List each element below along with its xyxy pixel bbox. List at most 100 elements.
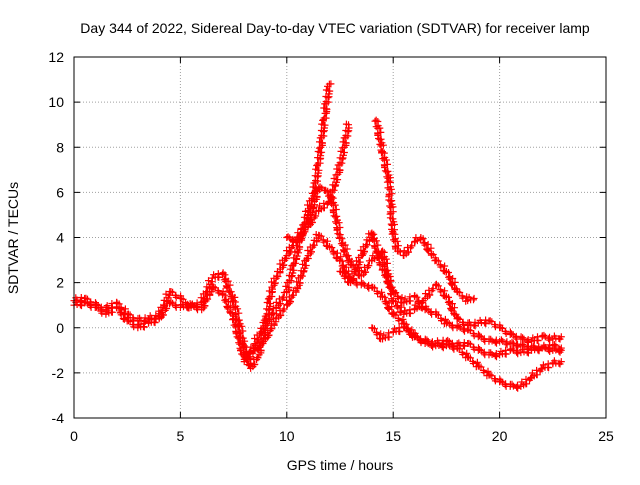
data-marker-run	[465, 318, 479, 330]
data-series-track-c	[240, 80, 335, 366]
data-series-track-e	[371, 116, 478, 305]
data-marker-run	[422, 280, 440, 301]
data-marker-run	[442, 293, 462, 322]
data-point	[557, 358, 565, 366]
data-point	[379, 247, 387, 255]
data-point	[557, 333, 565, 341]
data-marker-run	[316, 183, 328, 194]
y-tick-label: 4	[56, 230, 64, 246]
data-series-track-f	[336, 229, 565, 354]
data-marker-run	[476, 316, 490, 328]
data-marker-run	[283, 285, 302, 307]
data-point	[345, 121, 353, 129]
chart-title: Day 344 of 2022, Sidereal Day-to-day VTE…	[80, 20, 590, 36]
data-marker-run	[529, 343, 543, 355]
data-marker-run	[400, 237, 419, 258]
data-layer	[70, 80, 565, 392]
data-marker-run	[540, 343, 554, 355]
data-marker-run	[508, 380, 522, 392]
data-series-track-d	[283, 120, 353, 246]
data-marker-run	[540, 331, 554, 344]
y-tick-label: -4	[52, 410, 65, 426]
y-tick-label: 8	[56, 139, 64, 155]
data-marker-run	[218, 271, 239, 302]
data-marker-run	[487, 335, 500, 347]
data-marker-run	[346, 251, 366, 285]
data-marker-run	[519, 334, 532, 346]
data-marker-run	[487, 349, 500, 361]
data-marker-run	[72, 298, 85, 310]
data-marker-run	[367, 230, 387, 274]
y-tick-label: 10	[48, 94, 64, 110]
data-marker-run	[247, 354, 262, 371]
data-point	[389, 229, 397, 237]
data-marker-run	[455, 322, 468, 335]
data-marker-run	[268, 268, 284, 289]
data-marker-run	[378, 293, 397, 318]
data-marker-run	[508, 345, 522, 358]
data-marker-run	[508, 338, 522, 351]
data-marker-run	[273, 301, 291, 321]
data-series-track-b	[70, 231, 565, 392]
data-marker-run	[178, 300, 192, 312]
data-marker-run	[309, 144, 326, 194]
data-marker-run	[497, 336, 511, 349]
data-marker-run	[401, 324, 417, 341]
data-marker-run	[359, 280, 373, 292]
data-marker-run	[383, 178, 398, 235]
y-axis-label: SDTVAR / TECUs	[5, 182, 21, 294]
data-marker-run	[434, 336, 447, 348]
data-point	[230, 297, 238, 305]
x-tick-label: 20	[492, 428, 508, 444]
data-marker-run	[550, 332, 564, 343]
data-marker-run	[326, 243, 345, 262]
data-marker-run	[320, 80, 335, 115]
data-marker-run	[276, 254, 290, 271]
x-tick-label: 10	[279, 428, 295, 444]
y-tick-label: 2	[56, 275, 64, 291]
data-marker-run	[316, 198, 332, 213]
x-tick-label: 0	[70, 428, 78, 444]
data-marker-run	[371, 117, 387, 156]
data-point	[470, 294, 478, 302]
data-point	[325, 80, 333, 88]
data-marker-run	[518, 374, 535, 389]
axis-layer: 0 5 10 15 20 25 -4 -2 0 2 4 6 8 10 12	[48, 49, 614, 444]
data-point	[372, 116, 380, 124]
data-point	[549, 335, 557, 343]
data-marker-run	[412, 234, 424, 245]
y-tick-label: 6	[56, 184, 64, 200]
data-marker-run	[197, 284, 217, 312]
data-point	[549, 360, 557, 368]
x-tick-label: 5	[177, 428, 185, 444]
data-marker-run	[528, 365, 545, 380]
x-axis-label: GPS time / hours	[287, 457, 394, 473]
data-point	[385, 177, 393, 185]
data-marker-run	[465, 293, 477, 304]
y-tick-label: 0	[56, 320, 64, 336]
data-marker-run	[550, 357, 564, 368]
y-tick-label: 12	[48, 49, 64, 65]
data-marker-run	[388, 230, 402, 253]
data-marker-run	[316, 109, 330, 149]
data-marker-run	[455, 339, 468, 350]
data-marker-run	[423, 336, 437, 349]
x-tick-label: 25	[598, 428, 614, 444]
data-marker-run	[335, 234, 356, 266]
data-marker-run	[519, 345, 532, 357]
data-marker-run	[378, 266, 398, 295]
y-tick-label: -2	[52, 365, 65, 381]
data-marker-run	[293, 207, 313, 253]
data-marker-run	[378, 149, 394, 182]
data-marker-run	[240, 341, 259, 364]
x-tick-label: 15	[385, 428, 401, 444]
data-marker-run	[395, 247, 407, 259]
data-marker-run	[333, 144, 348, 176]
data-marker-run	[550, 344, 564, 356]
data-marker-run	[282, 248, 302, 294]
data-point	[557, 346, 565, 354]
data-series-track-g	[368, 323, 565, 361]
data-marker-run	[325, 171, 342, 203]
